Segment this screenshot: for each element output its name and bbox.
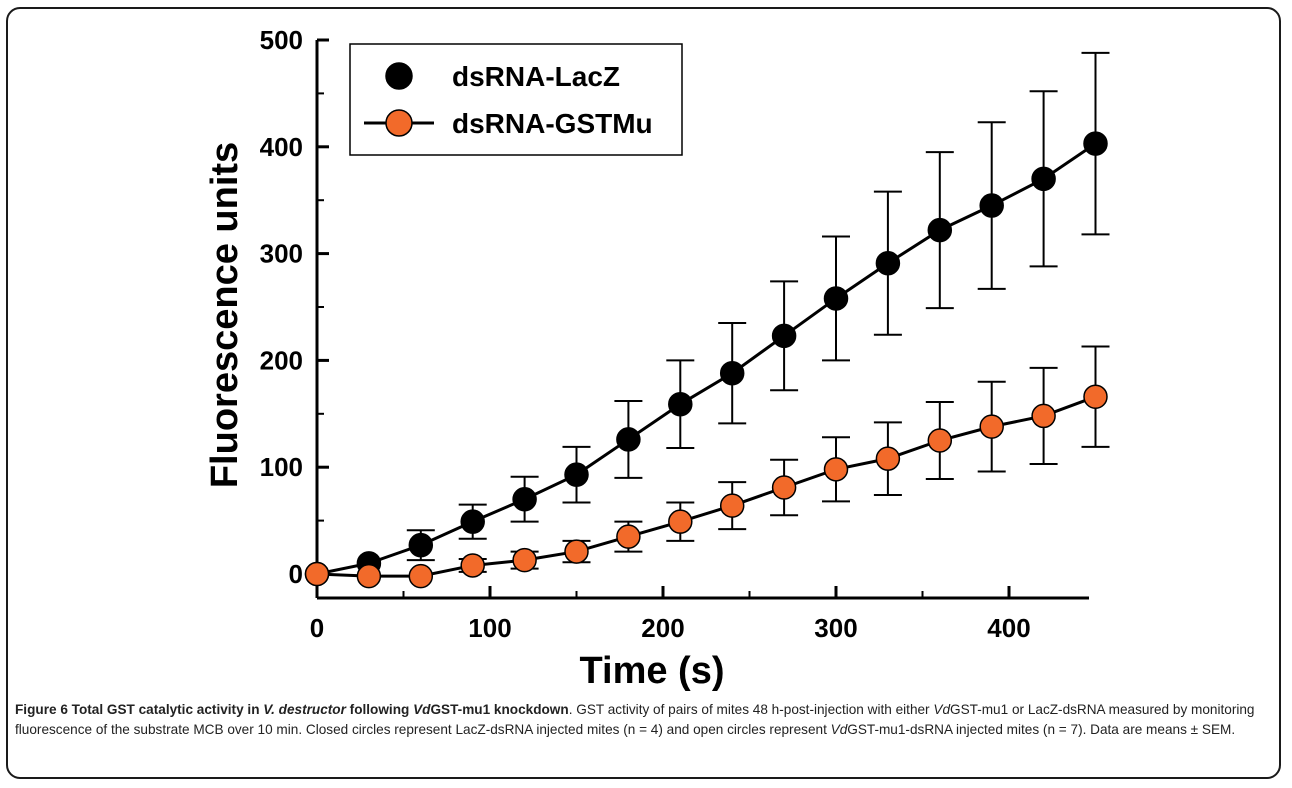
data-point — [1083, 384, 1108, 409]
y-tick-label: 0 — [289, 559, 303, 589]
data-point — [460, 509, 485, 534]
x-tick-label: 0 — [310, 613, 324, 643]
series-2 — [304, 345, 1110, 589]
data-point — [1031, 403, 1056, 429]
data-point — [668, 509, 693, 534]
data-point — [668, 391, 693, 417]
legend: dsRNA-LacZ dsRNA-GSTMu — [349, 43, 683, 156]
x-tick-label: 200 — [641, 613, 684, 643]
caption-text: Figure 6 Total GST catalytic activity in — [15, 702, 264, 717]
data-point — [460, 553, 485, 578]
caption-text: following — [345, 702, 414, 717]
data-point — [875, 250, 901, 276]
legend-marker — [385, 62, 413, 90]
x-tick-label: 300 — [814, 613, 857, 643]
series-line — [316, 142, 1097, 576]
y-axis-label: Fluorescence units — [204, 142, 246, 488]
caption-text: GST-mu1 or LacZ-dsRNA measured by monito… — [15, 702, 1255, 737]
caption-text: . GST activity of pairs of mites 48 h-po… — [568, 702, 934, 717]
x-tick-label: 100 — [468, 613, 511, 643]
caption-text: Vd — [413, 702, 431, 717]
data-point — [1083, 131, 1108, 156]
series-line — [316, 395, 1097, 578]
data-point — [927, 428, 953, 453]
series-1 — [304, 51, 1110, 587]
figure-caption: Figure 6 Total GST catalytic activity in… — [15, 700, 1277, 740]
data-point — [875, 446, 901, 471]
data-point — [719, 493, 745, 518]
data-point — [979, 193, 1004, 218]
caption-text: GST-mu1-dsRNA injected mites (n = 7). Da… — [847, 722, 1236, 737]
caption-text: GST-mu1 knockdown — [430, 702, 569, 717]
x-axis-label: Time (s) — [579, 650, 724, 692]
legend-label: dsRNA-GSTMu — [452, 108, 653, 139]
x-tick-label: 400 — [987, 613, 1030, 643]
data-point — [616, 524, 641, 549]
data-point — [771, 323, 797, 349]
y-tick-label: 400 — [260, 132, 303, 162]
y-tick-label: 300 — [260, 239, 303, 269]
chart-marks — [304, 51, 1110, 589]
data-point — [408, 532, 434, 558]
data-point — [304, 561, 330, 587]
caption-text: Vd — [933, 702, 951, 717]
data-point — [771, 475, 797, 500]
data-point — [356, 563, 382, 589]
data-point — [823, 286, 849, 311]
data-point — [719, 360, 745, 386]
data-point — [512, 486, 537, 512]
legend-label: dsRNA-LacZ — [452, 61, 620, 92]
data-point — [564, 539, 589, 564]
caption-text: V. destructor — [263, 702, 346, 717]
axes: 0 100 200 300 400 500 0 100 200 300 400 Time (s) Flu… — [204, 25, 1089, 692]
y-tick-label: 100 — [260, 452, 303, 482]
data-point — [927, 217, 953, 243]
y-tick-label: 500 — [260, 25, 303, 55]
legend-box — [349, 43, 683, 156]
data-point — [408, 563, 434, 589]
legend-marker — [385, 109, 413, 137]
caption-text: Vd — [830, 722, 848, 737]
y-tick-label: 200 — [260, 345, 303, 375]
chart: 0 100 200 300 400 500 0 100 200 300 400 Time (s) Flu… — [204, 25, 1110, 692]
data-point — [512, 547, 537, 573]
data-point — [564, 462, 589, 487]
data-point — [823, 457, 849, 482]
data-point — [979, 414, 1004, 439]
data-point — [616, 427, 641, 452]
data-point — [1031, 166, 1056, 192]
